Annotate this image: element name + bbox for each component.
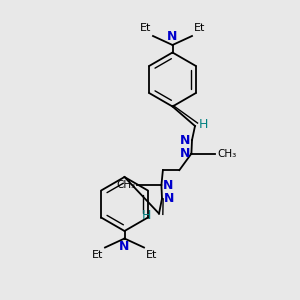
- Text: N: N: [179, 147, 190, 160]
- Text: Et: Et: [92, 250, 103, 260]
- Text: H: H: [199, 118, 208, 131]
- Text: N: N: [163, 178, 173, 192]
- Text: Et: Et: [146, 250, 157, 260]
- Text: N: N: [119, 240, 130, 253]
- Text: N: N: [180, 134, 190, 147]
- Text: Et: Et: [194, 23, 205, 33]
- Text: CH₃: CH₃: [217, 148, 236, 159]
- Text: H: H: [142, 208, 152, 222]
- Text: N: N: [164, 192, 174, 205]
- Text: N: N: [167, 31, 178, 44]
- Text: CH₃: CH₃: [117, 180, 136, 190]
- Text: Et: Et: [140, 23, 152, 33]
